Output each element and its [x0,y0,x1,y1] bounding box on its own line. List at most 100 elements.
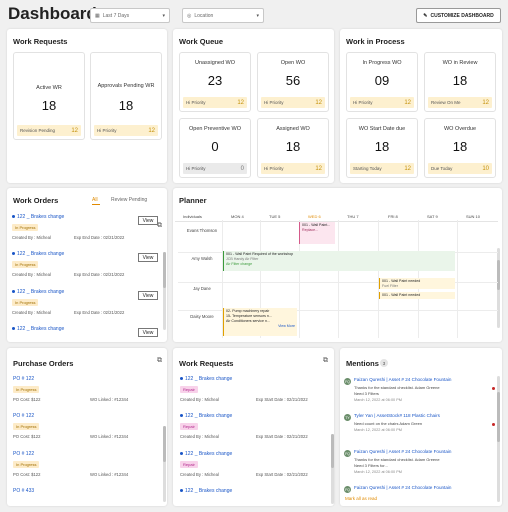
view-more-link[interactable]: View More [278,324,295,328]
status-badge: In Progress [12,261,39,268]
work-order-item[interactable]: 122 _ Brakes change In Progress Created By… [12,214,162,248]
work-requests-summary-panel: Work Requests Active WR 18 Revision Pend… [7,29,167,183]
planner-event[interactable]: 001 - Wall Paint... Replace... [299,222,335,244]
panel-title: Work Orders [13,196,59,205]
grid-line [299,220,300,338]
individuals-header: Individuals [183,214,202,219]
work-queue-panel: Work Queue Unassigned WO 23 Hi Priority 1… [173,29,334,183]
created-by: Created By : Micheal [180,434,219,439]
purchase-order-item[interactable]: PO # 122 In Progress PO Cost: $122 WO Linke… [13,413,158,447]
view-button[interactable]: View [138,328,158,337]
planner-person: Daisy Moore [190,314,214,319]
po-cost: PO Cost: $122 [13,397,41,402]
tab-review-pending[interactable]: Review Pending [111,197,148,203]
purchase-order-item[interactable]: PO # 433 [13,488,158,512]
exp-start-date: Exp Start Date : 02/21/2022 [256,472,308,477]
mention-item[interactable]: FQ Faizan Qureshi | Asset # 24 Chocolate … [344,448,496,481]
mention-item[interactable]: FQ Faizan Qureshi | Asset # 24 Chocolate … [344,484,496,512]
mention-title-link[interactable]: Faizan Qureshi | Asset # 24 Chocolate Fo… [354,485,452,490]
work-request-link[interactable]: 122 _ Brakes change [180,488,232,494]
work-request-link[interactable]: 122 _ Brakes change [180,451,232,457]
view-button[interactable]: View [138,253,158,262]
work-order-link[interactable]: 122 _ Brakes change [12,251,64,257]
work-request-item[interactable]: 122 _ Brakes change [180,488,328,512]
grid-line [260,220,261,338]
scrollbar[interactable] [163,252,166,330]
date-range-select[interactable]: ▦ Last 7 Days ▾ [90,8,170,23]
work-order-item[interactable]: 122 _ Brakes change View [12,326,162,360]
location-pin-icon: ◎ [187,12,192,19]
work-request-link[interactable]: 122 _ Brakes change [180,413,232,419]
mention-title-link[interactable]: Faizan Qureshi | Asset # 24 Chocolate Fo… [354,377,452,382]
work-order-item[interactable]: 122 _ Brakes change In Progress Created By… [12,251,162,285]
avatar: TY [344,414,351,421]
status-badge: In Progress [12,224,39,231]
wo-overdue-card[interactable]: WO Overdue 18 Due Today 10 [424,118,496,178]
work-request-item[interactable]: 122 _ Brakes change Repair Created By : Mi… [180,451,328,485]
po-link[interactable]: PO # 433 [13,488,35,494]
mention-time: March 12, 2022 at 06:00 PM [354,398,402,402]
mention-item[interactable]: FQ Faizan Qureshi | Asset # 24 Chocolate … [344,376,496,409]
active-wr-card[interactable]: Active WR 18 Revision Pending 12 [13,52,85,140]
wo-start-date-due-card[interactable]: WO Start Date due 18 Starting Today 12 [346,118,418,178]
work-request-link[interactable]: 122 _ Brakes change [180,376,232,382]
approvals-pending-wr-card[interactable]: Approvals Pending WR 18 Hi Priority 12 [90,52,162,140]
external-link-icon[interactable]: ⧉ [157,357,162,364]
location-select[interactable]: ◎ Location ▾ [182,8,264,23]
grid-line [457,220,458,338]
customize-dashboard-button[interactable]: ✎ CUSTOMIZE DASHBOARD [416,8,501,23]
card-footer: Hi Priority 12 [183,97,247,108]
work-request-item[interactable]: 122 _ Brakes change Repair Created By : Mi… [180,413,328,447]
mention-item[interactable]: TY Tyler Yan | AssetStock# 118 Plastic Ch… [344,412,496,445]
work-request-item[interactable]: 122 _ Brakes change Repair Created By : Mi… [180,376,328,410]
tab-all[interactable]: All [92,197,98,203]
mention-text: Need 3 Filters [354,391,379,396]
external-link-icon[interactable]: ⧉ [323,357,328,364]
status-badge: In Progress [13,386,40,393]
day-header: SAT 9 [427,214,438,219]
work-order-item[interactable]: 122 _ Brakes change In Progress Created By… [12,289,162,323]
planner-event[interactable]: 001 - Wall Paint Required of the worksho… [223,251,455,271]
day-header: SUN 10 [466,214,481,219]
po-link[interactable]: PO # 122 [13,376,35,382]
work-order-link[interactable]: 122 _ Brakes change [12,214,64,220]
planner-event[interactable]: 02- Pump machinery repair 15- Temperature… [223,308,297,336]
status-dot [180,377,183,381]
scrollbar[interactable] [497,376,500,502]
status-badge: Repair [180,423,198,430]
day-header: MON 4 [231,214,244,219]
planner-person: Amy Walsh [191,256,213,261]
po-link[interactable]: PO # 122 [13,451,35,457]
unassigned-wo-card[interactable]: Unassigned WO 23 Hi Priority 12 [179,52,251,112]
status-dot [12,327,15,331]
po-link[interactable]: PO # 122 [13,413,35,419]
status-dot [180,489,183,493]
work-order-link[interactable]: 122 _ Brakes change [12,326,64,332]
mention-title-link[interactable]: Tyler Yan | AssetStock# 118 Plastic Chai… [354,413,440,418]
scrollbar[interactable] [331,434,334,504]
wo-in-review-card[interactable]: WO in Review 18 Review On Me 12 [424,52,496,112]
purchase-order-item[interactable]: PO # 122 In Progress PO Cost: $122 WO Linke… [13,376,158,410]
scrollbar[interactable] [497,248,500,328]
mentions-panel: Mentions 3 Mark all as read [340,348,502,506]
mark-all-read-link[interactable]: Mark all as read [345,496,378,501]
purchase-order-item[interactable]: PO # 122 In Progress PO Cost: $122 WO Linke… [13,451,158,485]
status-dot [180,414,183,418]
work-order-link[interactable]: 122 _ Brakes change [12,289,64,295]
card-footer: Hi Priority 12 [350,97,414,108]
view-button[interactable]: View [138,216,158,225]
open-preventive-wo-card[interactable]: Open Preventive WO 0 Hi Priority 0 [179,118,251,178]
planner-event[interactable]: 001 - Wall Paint needed [379,292,455,299]
work-requests-list-panel: Work Requests ⧉ [173,348,334,506]
mentions-count-badge: 3 [380,359,388,367]
status-dot [12,290,15,294]
open-wo-card[interactable]: Open WO 56 Hi Priority 12 [257,52,329,112]
assigned-wo-card[interactable]: Assigned WO 18 Hi Priority 12 [257,118,329,178]
view-button[interactable]: View [138,291,158,300]
mention-title-link[interactable]: Faizan Qureshi | Asset # 24 Chocolate Fo… [354,449,452,454]
external-link-icon[interactable]: ⧉ [157,222,162,229]
in-progress-wo-card[interactable]: In Progress WO 09 Hi Priority 12 [346,52,418,112]
scrollbar[interactable] [163,426,166,502]
mention-time: March 12, 2022 at 06:00 PM [354,428,402,432]
planner-event[interactable]: 001 - Wall Paint needed Fuel Filter [379,278,455,289]
